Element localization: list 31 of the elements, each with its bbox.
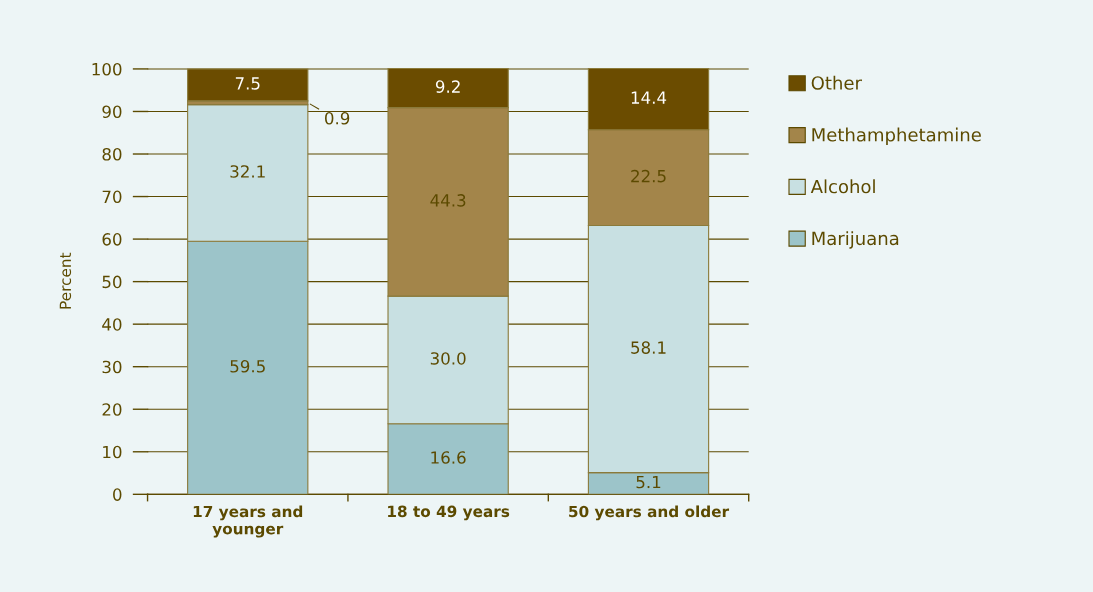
x-tick-label: 50 years and older [569, 505, 730, 521]
data-label: 7.5 [235, 77, 260, 90]
y-tick-label: 100 [92, 62, 122, 76]
data-label: 9.2 [435, 80, 460, 93]
y-tick-label: 70 [102, 190, 122, 204]
legend-label: Alcohol [810, 179, 875, 194]
data-label: 32.1 [230, 165, 265, 178]
legend-label: Marijuana [812, 231, 899, 249]
data-label: 58.1 [631, 341, 666, 354]
y-axis-title: Percent [59, 252, 72, 309]
legend-label: Other [811, 75, 862, 90]
y-tick-label: 10 [103, 445, 122, 459]
y-tick-label: 80 [102, 147, 122, 161]
legend-label: Methamphetamine [812, 127, 981, 146]
data-label: 5.1 [636, 475, 661, 489]
data-label: 0.9 [324, 111, 350, 125]
y-tick-label: 50 [102, 275, 122, 289]
y-tick-label: 0 [113, 488, 122, 501]
y-tick-label: 60 [102, 233, 122, 246]
data-label: 22.5 [631, 169, 666, 183]
data-label: 16.6 [431, 451, 466, 464]
y-tick-label: 30 [102, 360, 122, 374]
data-label: 59.5 [230, 360, 265, 373]
y-tick-label: 90 [102, 105, 122, 119]
y-tick-label: 20 [102, 403, 122, 416]
data-label: 30.0 [430, 352, 466, 365]
y-tick-label: 40 [102, 318, 122, 331]
x-tick-label: 17 years and younger [193, 505, 303, 538]
data-label: 14.4 [631, 91, 667, 104]
data-label: 44.3 [430, 194, 466, 207]
x-tick-label: 18 to 49 years [388, 505, 510, 521]
